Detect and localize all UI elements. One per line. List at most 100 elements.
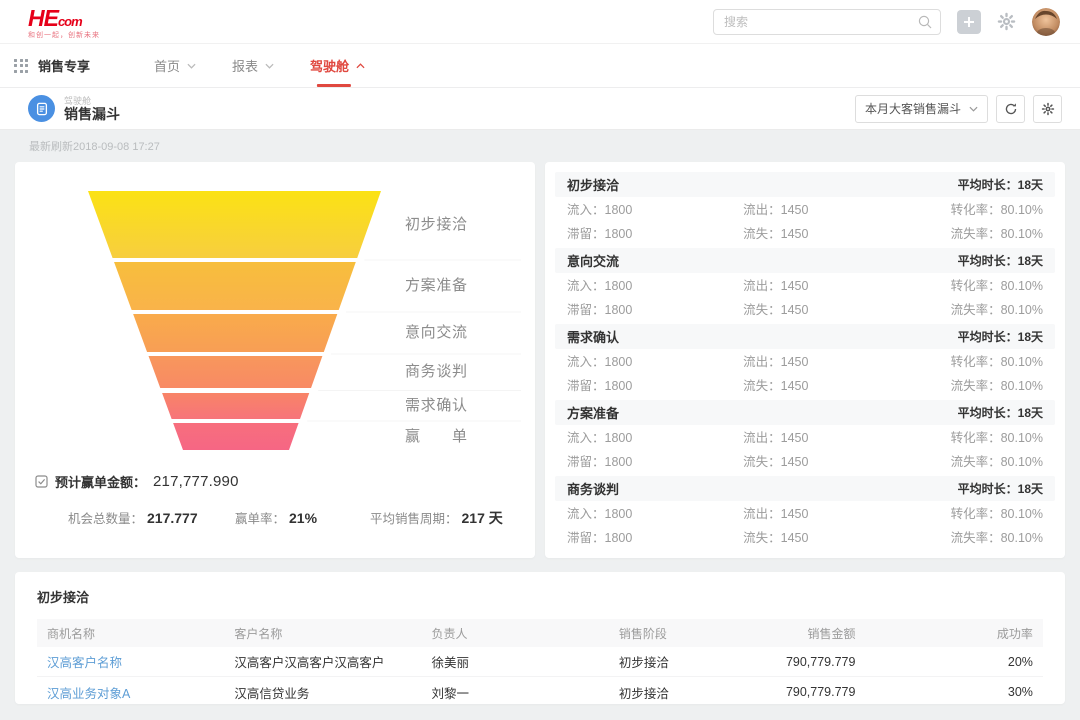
metric-outflow: 流出：1450 [743,203,809,218]
refresh-button[interactable] [996,94,1025,123]
expected-amount-label: 预计赢单金额： [55,475,147,490]
stage-header[interactable]: 商务谈判 平均时长：18天 [555,476,1055,501]
funnel-stage-label: 意向交流 [405,324,467,341]
stage-block: 意向交流 平均时长：18天 流入：1800 流出：1450 转化率：80.10%… [555,248,1055,320]
search-icon[interactable] [917,14,933,33]
funnel-card: 初步接洽 方案准备 意向交流 商务谈判 需求确认 赢单 预计赢单金额： 217,777.9… [15,162,535,558]
stage-header[interactable]: 意向交流 平均时长：18天 [555,248,1055,273]
metric-loss-rate: 流失率：80.10% [950,302,1043,317]
metric-stay: 滞留：1800 [567,378,633,393]
stage-block: 初步接洽 平均时长：18天 流入：1800 流出：1450 转化率：80.10%… [555,172,1055,244]
amount-cell: 790,779.779 [785,685,856,699]
avatar-image [1032,7,1060,36]
nav-item-reports[interactable]: 报表 [214,44,292,87]
refresh-icon [1005,102,1016,114]
funnel-stage-label: 方案准备 [405,277,467,294]
funnel-segment[interactable] [148,356,323,388]
avg-duration-label: 平均时长： [957,254,1018,268]
stage-metrics-row: 流入：1800 流出：1450 转化率：80.10% [555,501,1055,525]
avg-duration-label: 平均时长： [957,178,1018,192]
stage-metrics-row: 滞留：1800 流失：1450 流失率：80.10% [555,449,1055,473]
stat-total-opportunities: 机会总数量： 217.777 [68,508,235,527]
nav-item-label: 首页 [154,59,181,74]
funnel-filter-select[interactable]: 本月大客销售漏斗 [854,94,988,123]
stat-label: 机会总数量： [68,512,144,526]
nav-item-label: 驾驶舱 [310,59,350,74]
stage-block: 商务谈判 平均时长：18天 流入：1800 流出：1450 转化率：80.10%… [555,476,1055,548]
avg-duration-label: 平均时长： [957,330,1018,344]
metric-stay: 滞留：1800 [567,226,633,241]
stage-metrics-row: 流入：1800 流出：1450 转化率：80.10% [555,425,1055,449]
stage-block: 需求确认 平均时长：18天 流入：1800 流出：1450 转化率：80.10%… [555,324,1055,396]
metric-inflow: 流入：1800 [567,507,633,522]
funnel-segment[interactable] [133,314,338,352]
gear-icon [997,12,1016,31]
funnel-segment[interactable] [173,423,299,450]
stat-label: 赢单率： [235,512,286,526]
settings-button-header[interactable] [997,12,1016,31]
app-name: 销售专享 [38,59,91,74]
metric-lost: 流失：1450 [743,302,809,317]
amount-cell: 790,779.779 [785,654,856,669]
chevron-down-icon [187,63,196,69]
stage-avg-duration: 平均时长：18天 [958,328,1043,345]
opportunity-link[interactable]: 汉高客户名称 [47,656,123,670]
nav-item-cockpit[interactable]: 驾驶舱 [292,44,383,87]
nav-item-home[interactable]: 首页 [136,44,214,87]
col-header-stage: 销售阶段 [618,626,667,641]
stat-value: 21% [289,510,318,526]
stage-metrics-row: 滞留：1800 流失：1450 流失率：80.10% [555,525,1055,549]
gear-icon [1041,102,1054,115]
avg-duration-value: 18天 [1017,330,1043,344]
metric-lost: 流失：1450 [743,454,809,469]
stage-header[interactable]: 需求确认 平均时长：18天 [555,324,1055,349]
stage-header[interactable]: 方案准备 平均时长：18天 [555,400,1055,425]
col-header-opportunity: 商机名称 [47,626,96,641]
metric-stay: 滞留：1800 [567,454,633,469]
logo-text-primary: HE [28,4,59,31]
metric-outflow: 流出：1450 [743,355,809,370]
stage-avg-duration: 平均时长：18天 [958,404,1043,421]
stat-label: 平均销售周期： [370,512,458,526]
funnel-segment[interactable] [114,262,356,310]
user-avatar[interactable] [1032,7,1060,36]
funnel-stage-label: 赢单 [405,427,467,445]
opportunity-link[interactable]: 汉高业务对象A [47,686,131,701]
metric-outflow: 流出：1450 [743,431,809,446]
avg-duration-value: 18天 [1017,254,1043,268]
avg-duration-value: 18天 [1017,406,1043,420]
metric-loss-rate: 流失率：80.10% [950,454,1043,469]
metric-outflow: 流出：1450 [743,507,809,522]
search-input[interactable] [713,8,941,35]
breadcrumb: 驾驶舱 [64,95,92,106]
metric-loss-rate: 流失率：80.10% [950,226,1043,241]
opportunities-table-card: 初步接洽 商机名称 客户名称 负责人 销售阶段 销售金额 成功率 汉高客户名称 … [15,572,1065,704]
app-launcher-icon[interactable] [14,58,28,73]
col-header-rate: 成功率 [996,626,1033,641]
metric-loss-rate: 流失率：80.10% [950,378,1043,393]
stage-header[interactable]: 初步接洽 平均时长：18天 [555,172,1055,197]
col-header-customer: 客户名称 [234,626,283,641]
add-button[interactable] [957,9,981,34]
metric-lost: 流失：1450 [743,378,809,393]
checkbox-icon[interactable] [35,475,48,488]
metric-lost: 流失：1450 [743,530,809,545]
stat-value: 217 天 [461,510,503,526]
metric-conversion-rate: 转化率：80.10% [950,279,1043,294]
chevron-down-icon [265,63,274,69]
stage-avg-duration: 平均时长：18天 [958,176,1043,193]
funnel-stats: 机会总数量： 217.777 赢单率： 21% 平均销售周期： 217 天 [15,508,535,528]
stage-metrics-row: 流入：1800 流出：1450 转化率：80.10% [555,349,1055,373]
avg-duration-value: 18天 [1017,178,1043,192]
chevron-down-icon [969,106,978,112]
funnel-segment[interactable] [162,393,310,419]
table-body: 汉高客户名称 汉高客户汉高客户汉高客户 徐美丽 初步接洽 790,779.779… [37,647,1043,704]
funnel-segment[interactable] [88,191,381,258]
metric-stay: 滞留：1800 [567,530,633,545]
metric-lost: 流失：1450 [743,226,809,241]
content-area: 最新刷新2018-09-08 17:27 初步接洽 方案准备 意向交流 商务谈判 需求确… [0,130,1080,704]
settings-button-page[interactable] [1033,94,1062,123]
stat-win-rate: 赢单率： 21% [235,508,370,527]
rate-cell: 20% [1007,654,1033,669]
funnel-stage-label: 初步接洽 [405,215,467,233]
